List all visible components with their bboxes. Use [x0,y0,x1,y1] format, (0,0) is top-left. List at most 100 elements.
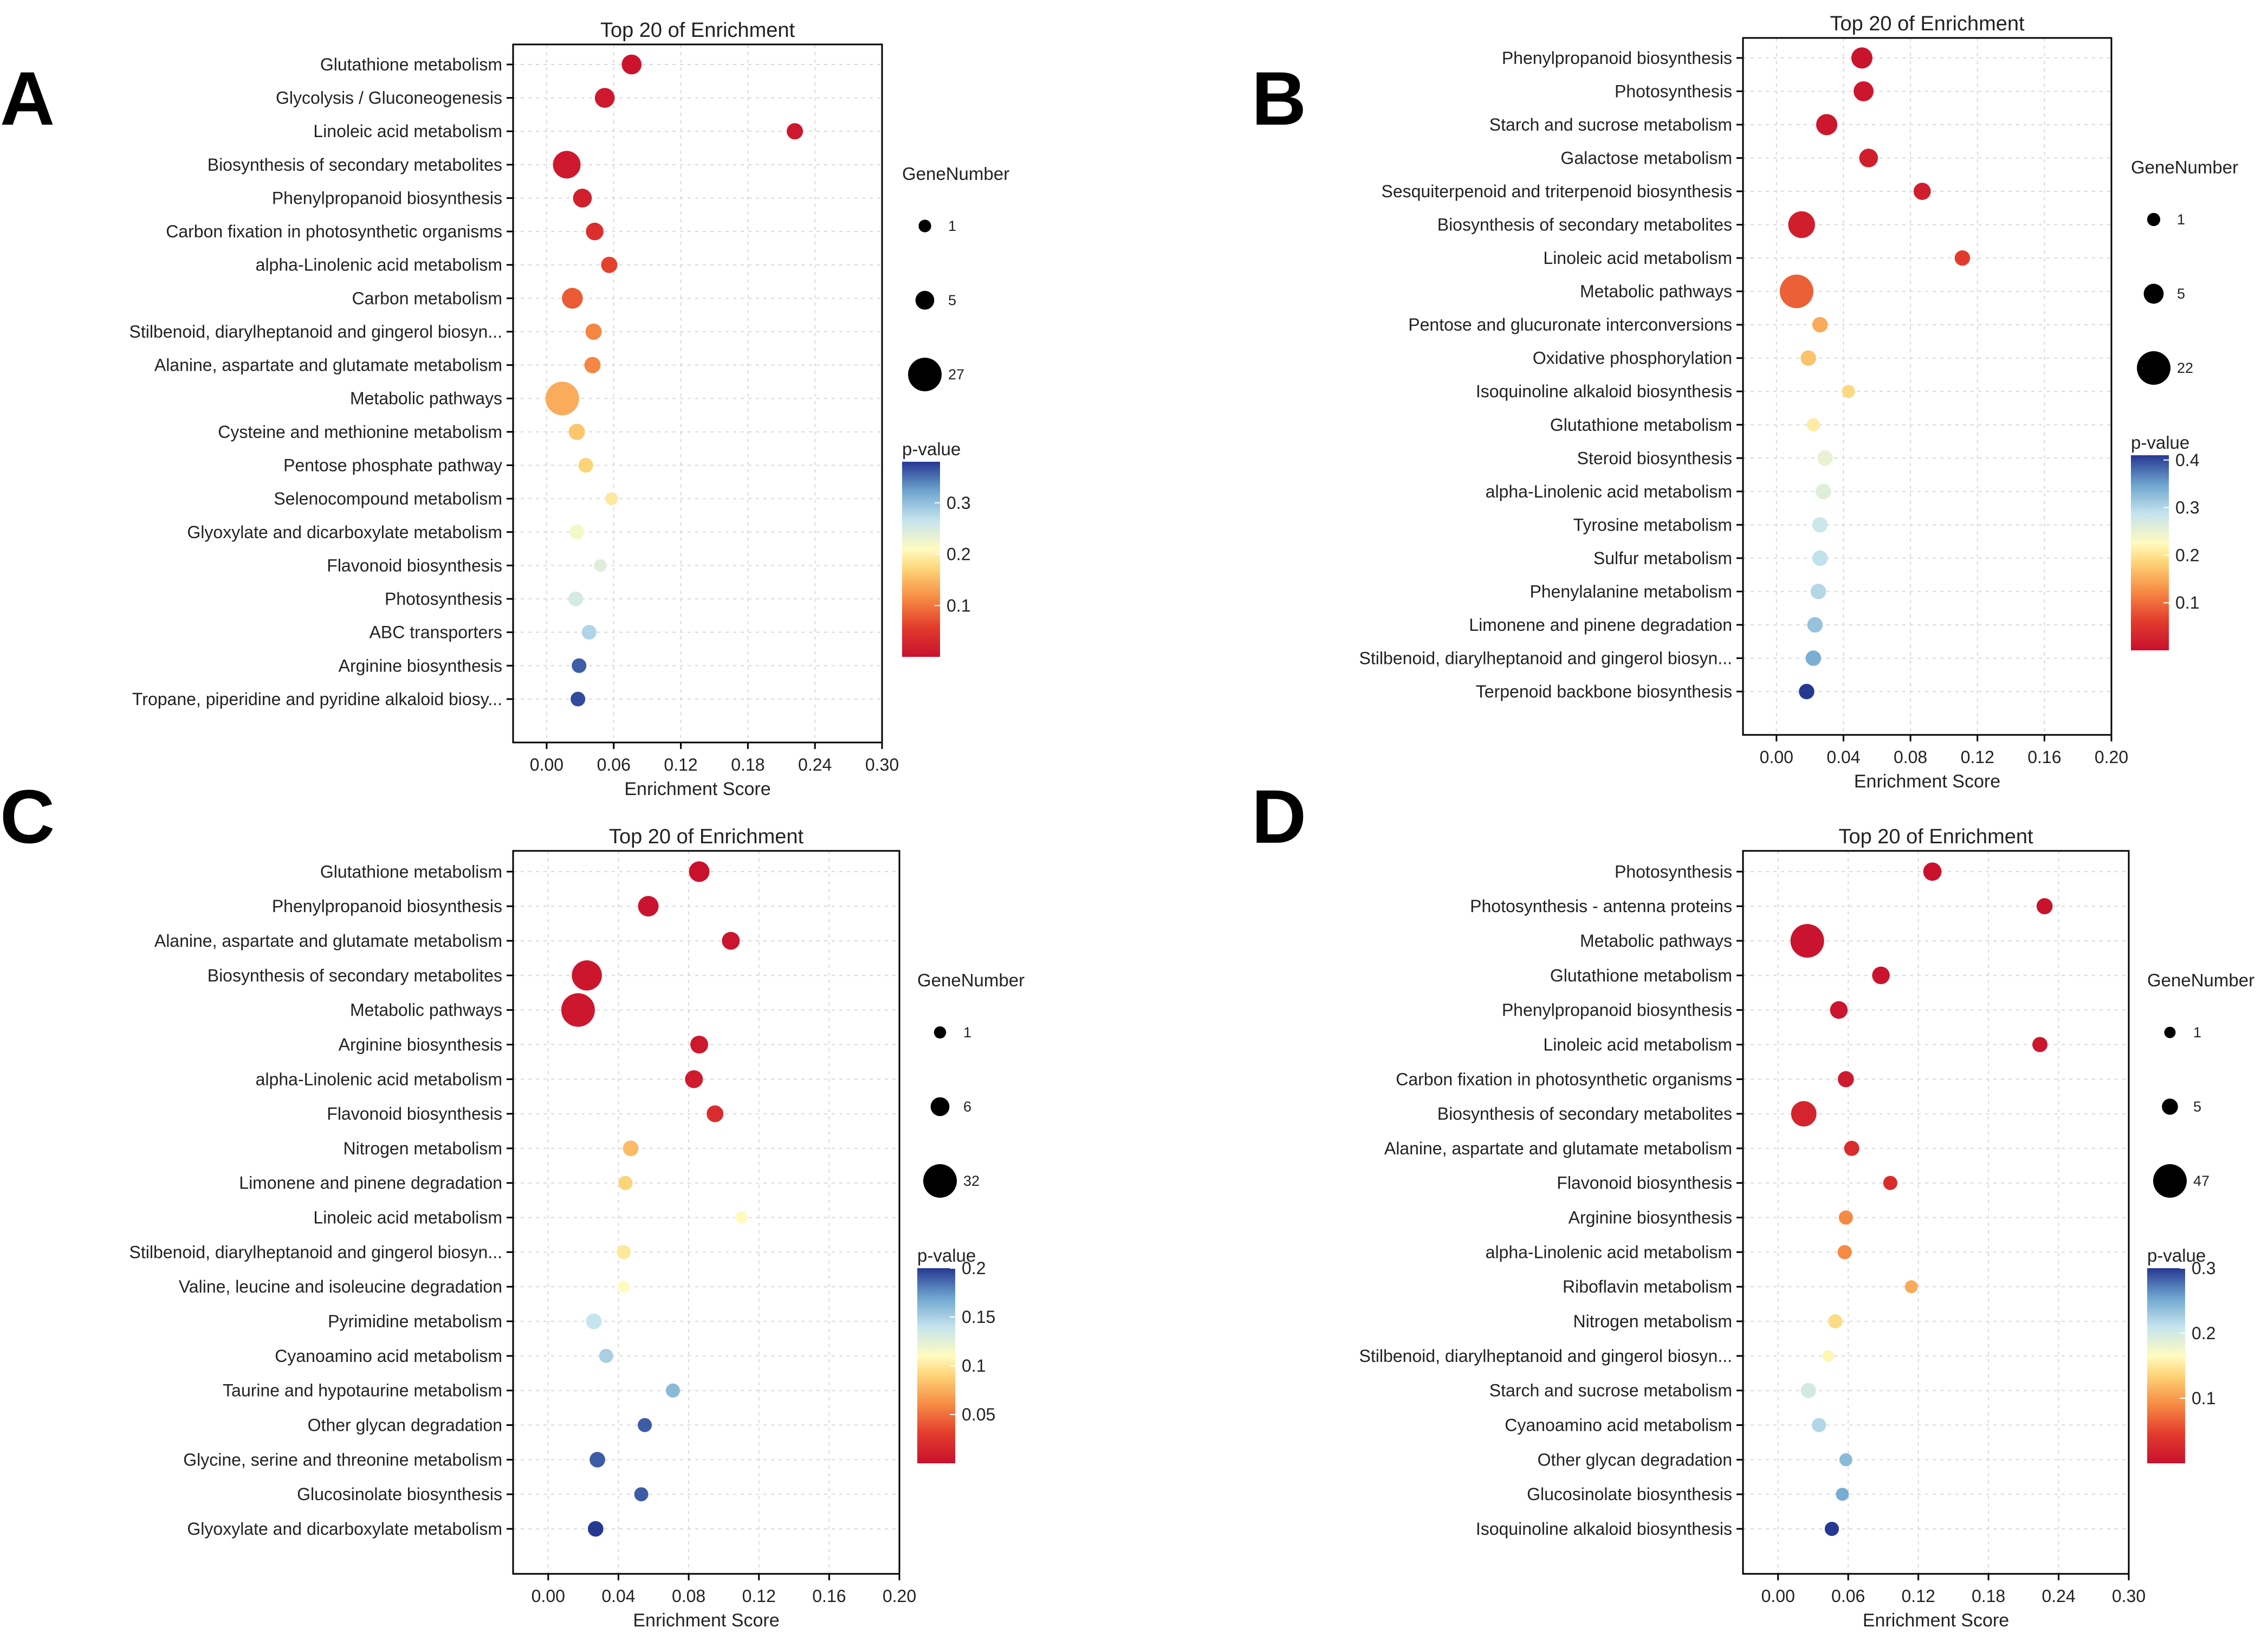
pathway-point [584,357,601,373]
chart-title: Top 20 of Enrichment [600,19,795,42]
pathway-point [1913,183,1931,200]
pathway-label: Nitrogen metabolism [1573,1312,1732,1331]
pathway-label: Alanine, aspartate and glutamate metabol… [1384,1139,1732,1158]
x-tick-label: 0.06 [1831,1586,1865,1606]
pathway-point [1830,1001,1848,1019]
pathway-point [735,1211,748,1224]
x-tick-label: 0.04 [601,1586,635,1606]
pathway-point [585,323,602,340]
color-bar-label: 0.3 [947,493,970,513]
pathway-point [638,896,659,917]
pathway-point [1859,148,1878,167]
pathway-label: Riboflavin metabolism [1563,1277,1732,1296]
size-legend-title: GeneNumber [2147,970,2254,990]
size-legend-dot [915,290,935,310]
pathway-point [1854,81,1874,101]
pathway-point [1799,683,1815,700]
pathway-point [638,1418,652,1432]
size-legend-label: 1 [2177,211,2185,228]
color-bar-label: 0.1 [2192,1388,2215,1408]
pathway-point [1816,483,1831,500]
color-bar-label: 0.15 [962,1307,995,1327]
pathway-label: Glutathione metabolism [1550,966,1732,985]
pathway-label: Carbon metabolism [352,288,502,308]
pathway-label: Biosynthesis of secondary metabolites [208,966,502,985]
x-tick-label: 0.16 [2027,747,2061,767]
size-legend-dot [2147,212,2161,227]
pathway-label: Glutathione metabolism [320,862,502,881]
x-tick-label: 0.16 [812,1586,846,1606]
pathway-label: Photosynthesis [1615,81,1732,101]
panel-letter: B [1252,56,1306,141]
pathway-point [1807,617,1823,633]
pathway-label: Alanine, aspartate and glutamate metabol… [154,931,502,951]
pathway-point [685,1070,703,1088]
x-tick-label: 0.00 [532,1586,565,1606]
size-legend-label: 1 [948,218,956,234]
x-tick-label: 0.00 [530,755,563,774]
pathway-label: Taurine and hypotaurine metabolism [223,1381,502,1400]
pathway-label: Sulfur metabolism [1593,548,1732,568]
panel-letter: C [0,774,55,859]
size-legend-dot [908,358,942,391]
pathway-point [634,1487,649,1502]
pathway-label: Arginine biosynthesis [1569,1208,1732,1228]
pathway-point [617,1245,631,1260]
pathway-label: Cyanoamino acid metabolism [275,1346,502,1366]
x-tick-label: 0.00 [1761,1586,1795,1606]
x-tick-label: 0.08 [672,1586,705,1606]
pathway-point [1904,1280,1918,1294]
x-axis-label: Enrichment Score [624,779,770,799]
pathway-label: Terpenoid backbone biosynthesis [1476,682,1732,701]
pathway-point [722,932,740,950]
pathway-label: Glycolysis / Gluconeogenesis [276,88,502,108]
pathway-point [581,625,597,640]
pathway-label: Other glycan degradation [308,1416,502,1435]
size-legend-label: 22 [2177,360,2193,376]
size-legend-label: 1 [2193,1024,2201,1041]
pathway-point [568,591,584,606]
pathway-point [587,1521,604,1537]
color-bar-label: 0.2 [2175,545,2199,565]
size-legend-dot [2164,1026,2176,1038]
pathway-label: Metabolic pathways [1580,931,1732,951]
pathway-label: Cysteine and methionine metabolism [218,422,502,442]
color-bar-label: 0.3 [2175,498,2199,518]
pathway-point [605,492,618,505]
panel-d: D Top 20 of Enrichment 0.00 0.06 0.12 0.18 0.2… [1252,774,2254,1631]
pathway-label: Isoquinoline alkaloid biosynthesis [1476,382,1732,401]
pathway-label: Glyoxylate and dicarboxylate metabolism [187,522,502,542]
pathway-label: Steroid biosynthesis [1577,448,1732,468]
x-tick-label: 0.12 [1901,1586,1935,1606]
color-legend-title: p-value [2147,1245,2206,1265]
pathway-point [1828,1314,1843,1329]
pathway-label: Cyanoamino acid metabolism [1505,1416,1732,1435]
pathway-point [665,1383,680,1398]
size-legend-title: GeneNumber [917,970,1025,990]
plot-frame [512,850,900,1575]
pathway-point [1851,47,1872,69]
pathway-point [573,189,592,208]
x-tick-label: 0.12 [1961,747,1994,767]
pathway-point [1923,862,1942,881]
pathway-point [569,525,585,540]
pathway-label: Phenylpropanoid biosynthesis [272,896,502,916]
pathway-label: Limonene and pinene degradation [239,1173,502,1193]
size-legend-dot [2137,351,2170,385]
pathway-label: Stilbenoid, diarylheptanoid and gingerol… [129,1242,502,1262]
pathway-point [599,1348,613,1363]
pathway-label: Sesquiterpenoid and triterpenoid biosynt… [1381,182,1732,201]
pathway-label: Linoleic acid metabolism [1543,248,1732,268]
pathway-label: Linoleic acid metabolism [313,1208,502,1228]
pathway-point [572,658,587,673]
size-legend-dot [2153,1164,2187,1198]
pathway-point [1823,1350,1835,1362]
pathway-point [545,382,579,416]
pathway-point [1812,550,1828,566]
x-axis-label: Enrichment Score [633,1610,779,1631]
pathway-point [1812,317,1828,333]
pathway-point [586,222,604,241]
size-legend-dot [2143,283,2164,304]
pathway-label: alpha-Linolenic acid metabolism [256,255,502,275]
